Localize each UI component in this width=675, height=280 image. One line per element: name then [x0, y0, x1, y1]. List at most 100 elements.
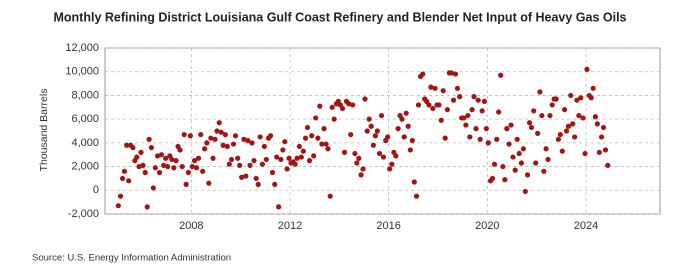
data-point [364, 128, 370, 134]
data-point [206, 180, 212, 186]
plot-frame [104, 47, 661, 215]
data-point [376, 150, 383, 157]
data-point [461, 115, 467, 121]
data-point [306, 158, 313, 164]
data-point [259, 161, 265, 167]
data-point [457, 94, 463, 100]
data-point [216, 120, 222, 126]
data-point [280, 147, 286, 153]
data-point [600, 124, 607, 131]
data-point [313, 115, 319, 121]
data-point [368, 123, 374, 129]
data-point [557, 131, 563, 138]
data-point [212, 136, 218, 142]
data-point [467, 134, 473, 140]
data-point [387, 166, 393, 172]
data-point [119, 175, 126, 182]
data-point [576, 112, 582, 119]
data-point [323, 141, 329, 147]
data-point [148, 145, 154, 151]
data-point [138, 149, 144, 155]
data-point [452, 71, 459, 77]
data-point [235, 155, 241, 161]
data-point [450, 97, 457, 103]
data-point [444, 107, 450, 113]
data-point [243, 173, 249, 179]
data-point [315, 135, 321, 141]
data-point [489, 175, 496, 182]
data-point [341, 149, 348, 155]
data-point [154, 153, 161, 159]
data-point [173, 158, 179, 164]
data-point [171, 165, 177, 171]
data-point [224, 143, 230, 150]
data-point [214, 128, 220, 134]
data-point [531, 108, 537, 114]
data-point [230, 141, 237, 147]
data-point [146, 136, 152, 142]
data-point [257, 134, 263, 140]
data-point [514, 136, 520, 142]
data-point [463, 122, 469, 128]
data-point [358, 172, 364, 178]
data-point [237, 162, 243, 168]
data-point [126, 178, 132, 184]
data-point [187, 133, 193, 139]
data-point [181, 131, 187, 138]
data-point [409, 137, 415, 144]
data-point [298, 154, 304, 160]
data-point [393, 153, 399, 159]
data-point [498, 72, 504, 78]
y-tick-label: 8,000 [71, 89, 99, 101]
data-point [339, 105, 346, 112]
data-point [311, 153, 317, 159]
data-point [350, 102, 356, 108]
data-point [204, 140, 210, 146]
data-point [535, 130, 541, 136]
data-point [191, 158, 198, 164]
data-point [239, 174, 245, 180]
data-point [150, 185, 156, 191]
data-point [348, 131, 354, 138]
data-point [300, 148, 306, 154]
y-tick-label: 0 [93, 184, 99, 196]
source-note: Source: U.S. Energy Information Administ… [32, 253, 231, 264]
data-point [198, 131, 204, 138]
x-tick-label: 2020 [475, 220, 499, 232]
data-point [565, 123, 572, 129]
data-point [494, 136, 500, 142]
data-point [399, 116, 405, 122]
data-point [263, 156, 269, 163]
data-point [471, 94, 477, 100]
data-point [526, 120, 533, 126]
data-point [346, 101, 352, 107]
data-point [428, 84, 434, 90]
data-point [136, 163, 142, 170]
data-point [251, 158, 257, 164]
data-point [130, 145, 136, 151]
data-point [366, 116, 372, 122]
data-point [247, 162, 253, 168]
data-point [442, 135, 448, 141]
data-point [481, 98, 487, 104]
y-axis-label: Thousand Barrels [38, 89, 50, 172]
x-tick-label: 2024 [574, 220, 598, 232]
data-point [249, 140, 255, 146]
data-point [296, 143, 302, 150]
data-point [193, 165, 200, 171]
chart-title: Monthly Refining District Louisiana Gulf… [54, 10, 627, 24]
y-tick-label: 10,000 [65, 66, 99, 78]
data-point [161, 162, 167, 168]
data-point [539, 112, 545, 119]
data-point [228, 156, 235, 163]
data-point [485, 140, 491, 146]
data-point [163, 155, 169, 161]
data-point [286, 155, 292, 161]
data-point [522, 188, 528, 195]
data-point [510, 154, 516, 160]
data-point [321, 126, 327, 132]
data-point [415, 102, 422, 108]
data-point [570, 121, 576, 127]
data-point [372, 133, 378, 139]
data-point [278, 156, 284, 163]
